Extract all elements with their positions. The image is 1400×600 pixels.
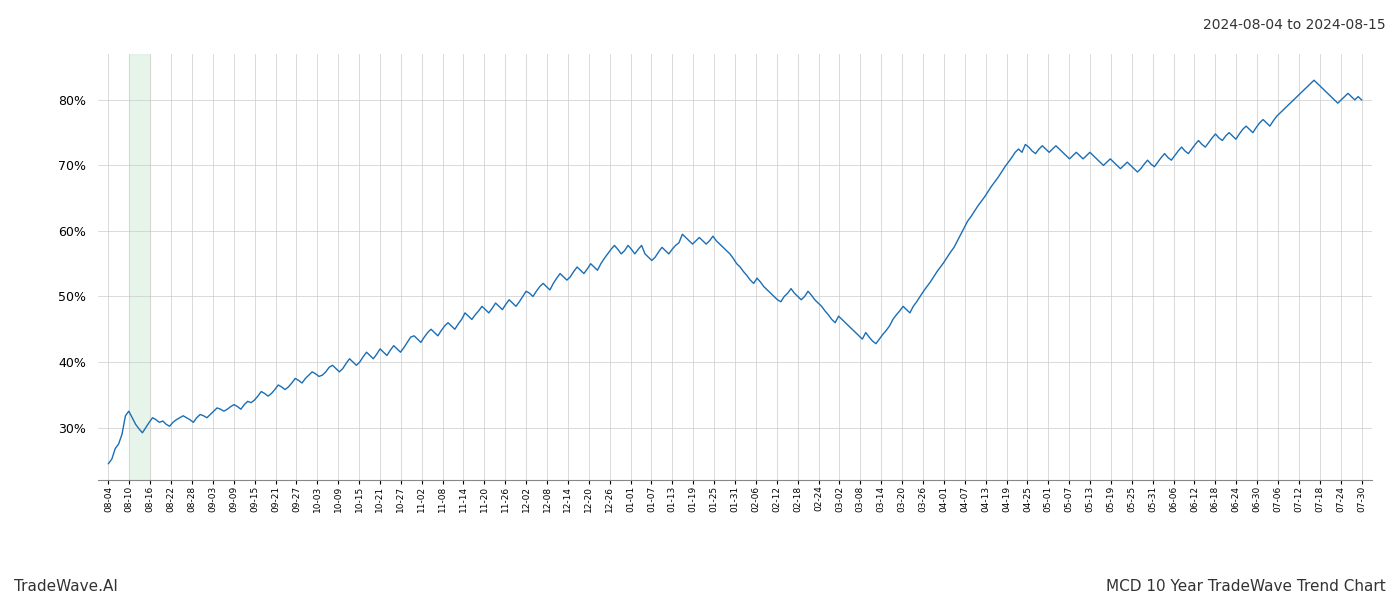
Bar [129, 54, 150, 480]
Text: TradeWave.AI: TradeWave.AI [14, 579, 118, 594]
Text: 2024-08-04 to 2024-08-15: 2024-08-04 to 2024-08-15 [1204, 18, 1386, 32]
Text: MCD 10 Year TradeWave Trend Chart: MCD 10 Year TradeWave Trend Chart [1106, 579, 1386, 594]
